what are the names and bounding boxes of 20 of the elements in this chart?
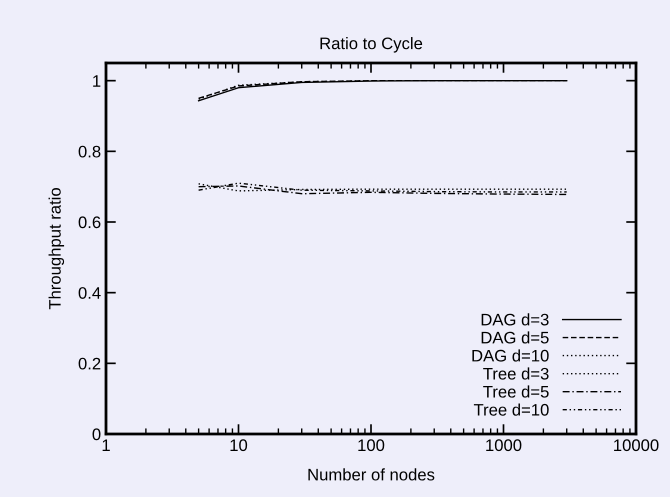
y-tick-label: 0.6	[78, 216, 100, 228]
y-tick-label: 0.4	[78, 287, 101, 299]
legend-label: Tree d=3	[483, 367, 549, 380]
y-tick-label: 1	[93, 75, 100, 87]
y-tick-label: 0	[92, 428, 100, 440]
legend-label: Tree d=10	[474, 403, 549, 416]
x-tick-label: 1	[102, 439, 110, 451]
legend-label: DAG d=3	[482, 313, 549, 326]
legend-label: Tree d=5	[483, 385, 549, 398]
x-tick-label: 100	[358, 439, 384, 452]
x-tick-label: 10000	[614, 439, 659, 452]
legend-label: DAG d=5	[482, 331, 549, 344]
chart-title: Ratio to Cycle	[320, 37, 422, 53]
legend-label: DAG d=10	[472, 349, 549, 362]
x-axis-title: Number of nodes	[308, 468, 434, 481]
y-axis-title: Throughput ratio	[48, 188, 64, 310]
x-tick-label: 10	[230, 439, 248, 452]
y-tick-label: 0.8	[78, 146, 100, 158]
y-tick-label: 0.2	[78, 358, 100, 370]
x-tick-label: 1000	[486, 439, 522, 452]
